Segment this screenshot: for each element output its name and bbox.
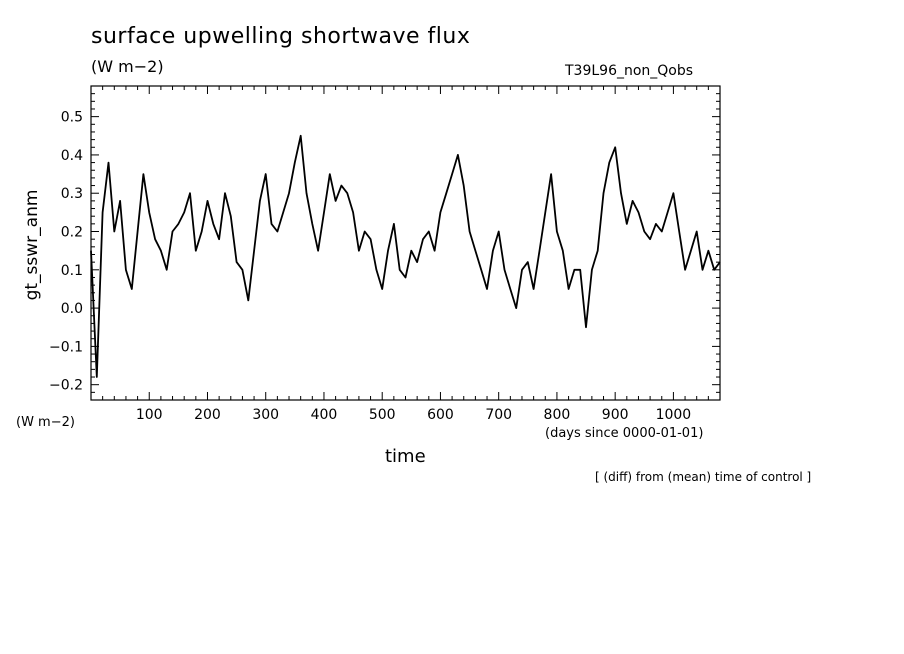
y-tick-label: 0.0 (61, 301, 83, 317)
series-line-0 (90, 134, 721, 378)
y-tick-label: −0.2 (49, 378, 83, 394)
y-axis-units: (W m−2) (16, 415, 75, 430)
x-tick-label: 300 (252, 407, 279, 423)
x-tick-label: 400 (311, 407, 338, 423)
tick-marks (91, 86, 720, 400)
x-axis-units: (days since 0000-01-01) (545, 426, 704, 441)
y-tick-label: 0.4 (61, 148, 83, 164)
x-tick-label: 900 (602, 407, 629, 423)
x-tick-label: 1000 (656, 407, 692, 423)
run-name: T39L96_non_Qobs (565, 63, 694, 79)
x-tick-label: 800 (544, 407, 571, 423)
x-axis-label: time (385, 446, 426, 467)
chart-title: surface upwelling shortwave flux (91, 24, 471, 49)
series-layer (90, 134, 721, 378)
x-tick-label: 200 (194, 407, 221, 423)
y-tick-label: 0.5 (61, 110, 83, 126)
x-tick-label: 600 (427, 407, 454, 423)
x-tick-label: 500 (369, 407, 396, 423)
y-tick-label: 0.1 (61, 263, 83, 279)
y-tick-label: −0.1 (49, 339, 83, 355)
y-tick-label: 0.2 (61, 225, 83, 241)
y-tick-label: 0.3 (61, 186, 83, 202)
footnote: [ (diff) from (mean) time of control ] (595, 470, 812, 484)
plot-frame (90, 85, 721, 401)
chart-subtitle-units: (W m−2) (91, 57, 164, 76)
x-tick-label: 100 (136, 407, 163, 423)
x-tick-label: 700 (485, 407, 512, 423)
tick-labels: 100 200 300 400 500 600 700 800 900 1000 −0.2 −0.1 0… (49, 110, 691, 423)
